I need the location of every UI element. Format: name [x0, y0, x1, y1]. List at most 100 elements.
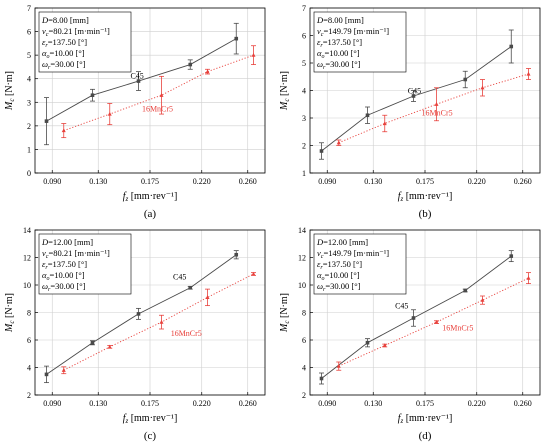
parameter-box	[38, 11, 132, 73]
series-label-16mncr5: 16MnCr5	[171, 329, 202, 338]
data-point-c45	[188, 285, 193, 290]
parameter-value: =30.00 [°]	[50, 281, 85, 291]
parameter-row: ωr=30.00 [°]	[317, 281, 361, 293]
y-axis-subscript: c	[283, 320, 291, 324]
chart-panel-b: 0.090 0.130 0.175 0.220 0.260 1 2 3 4 5 6 7 fz [mm·r…	[279, 4, 541, 220]
parameter-subscript: r	[48, 65, 51, 71]
parameter-symbol: α	[42, 270, 47, 280]
y-tick-label: 2	[27, 391, 31, 400]
parameter-symbol: ω	[317, 281, 323, 291]
y-tick-label: 6	[302, 32, 306, 41]
parameter-value: =137.50 [°]	[323, 259, 363, 269]
data-point-c45	[44, 119, 49, 123]
panel-caption: (d)	[419, 430, 432, 442]
x-axis-label: fz [mm·rev⁻¹]	[123, 191, 178, 203]
data-point-c45	[234, 252, 239, 257]
x-tick-label: 0.260	[514, 399, 532, 408]
x-axis-unit: [mm·rev⁻¹]	[403, 191, 452, 202]
y-tick-label: 0	[27, 169, 31, 178]
parameter-symbol: v	[317, 248, 321, 258]
y-axis-symbol: M	[279, 323, 290, 333]
parameter-symbol: ω	[42, 59, 48, 69]
x-tick-label: 0.130	[364, 399, 382, 408]
parameter-subscript: r	[45, 43, 48, 49]
x-tick-label: 0.175	[141, 177, 159, 186]
parameter-value: =10.00 [°]	[324, 48, 359, 58]
parameter-symbol: α	[42, 48, 47, 58]
x-tick-label: 0.260	[239, 177, 257, 186]
data-point-mncr5	[61, 368, 66, 372]
y-axis-subscript: c	[8, 98, 16, 102]
chart-panel-a: 0.090 0.130 0.175 0.220 0.260 0 1 2 3 4 5 6 7 fz [mm·…	[4, 4, 266, 220]
y-axis-subscript: c	[283, 98, 291, 102]
parameter-subscript: r	[320, 265, 323, 271]
y-tick-label: 4	[27, 75, 31, 84]
data-point-mncr5	[526, 275, 531, 280]
series-label-16mncr5: 16MnCr5	[422, 108, 453, 117]
series-label-16mncr5: 16MnCr5	[142, 105, 173, 114]
parameter-value: =12.00 [mm]	[48, 237, 93, 247]
y-tick-label: 2	[302, 142, 306, 151]
data-point-mncr5	[159, 319, 164, 324]
y-axis-symbol: M	[4, 323, 15, 333]
y-tick-label: 7	[302, 4, 306, 13]
parameter-symbol: v	[317, 26, 321, 36]
x-tick-label: 0.260	[239, 399, 257, 408]
y-tick-label: 1	[302, 169, 306, 178]
x-tick-label: 0.090	[43, 399, 61, 408]
y-tick-label: 14	[23, 226, 31, 235]
parameter-row: vc=80.21 [m·min⁻¹]	[42, 248, 110, 260]
parameter-subscript: c	[321, 32, 324, 38]
data-point-mncr5	[382, 343, 387, 348]
parameter-row: αo=10.00 [°]	[42, 270, 85, 282]
parameter-subscript: o	[321, 54, 324, 60]
series-label-c45: C45	[408, 86, 421, 95]
parameter-row: ωr=30.00 [°]	[317, 59, 361, 71]
x-tick-label: 0.090	[318, 399, 336, 408]
data-point-c45	[44, 372, 49, 377]
parameter-row: D=12.00 [mm]	[316, 237, 368, 247]
x-tick-label: 0.130	[89, 177, 107, 186]
parameter-symbol: ε	[42, 259, 46, 269]
parameter-box	[313, 11, 407, 73]
x-axis-subscript: z	[399, 417, 403, 425]
parameter-symbol: ε	[42, 37, 46, 47]
data-point-c45	[365, 340, 370, 345]
data-point-c45	[411, 94, 416, 98]
parameter-subscript: o	[46, 54, 49, 60]
parameter-value: =137.50 [°]	[323, 37, 363, 47]
y-axis-subscript: c	[8, 320, 16, 324]
parameter-row: D=12.00 [mm]	[41, 237, 93, 247]
data-point-c45	[136, 312, 141, 316]
data-point-mncr5	[336, 363, 341, 368]
y-axis-symbol: M	[279, 101, 290, 111]
data-point-mncr5	[336, 140, 341, 145]
parameter-value: =8.00 [mm]	[48, 15, 89, 25]
y-tick-label: 4	[27, 364, 31, 373]
panel-caption: (b)	[419, 208, 432, 220]
y-tick-label: 10	[23, 281, 31, 290]
parameter-row: εr=137.50 [°]	[42, 37, 87, 49]
y-tick-label: 1	[27, 145, 31, 154]
parameter-row: αo=10.00 [°]	[42, 48, 85, 60]
y-tick-label: 4	[302, 364, 306, 373]
x-tick-label: 0.175	[416, 177, 434, 186]
parameter-symbol: D	[41, 237, 49, 247]
parameter-value: =137.50 [°]	[48, 37, 88, 47]
parameter-value: =10.00 [°]	[49, 270, 84, 280]
y-axis-unit: [N·m]	[279, 71, 290, 99]
y-tick-label: 2	[302, 391, 306, 400]
y-tick-label: 5	[27, 51, 31, 60]
y-tick-label: 5	[302, 59, 306, 68]
parameter-row: D=8.00 [mm]	[316, 15, 364, 25]
parameter-row: εr=137.50 [°]	[317, 259, 362, 271]
parameter-symbol: ε	[317, 37, 321, 47]
data-point-c45	[411, 316, 416, 320]
y-tick-label: 3	[302, 114, 306, 123]
data-point-c45	[509, 44, 514, 49]
data-point-mncr5	[434, 102, 439, 106]
data-point-c45	[90, 340, 95, 345]
parameter-row: αo=10.00 [°]	[317, 48, 360, 60]
x-axis-symbol: f	[398, 191, 402, 202]
y-tick-label: 2	[27, 122, 31, 131]
